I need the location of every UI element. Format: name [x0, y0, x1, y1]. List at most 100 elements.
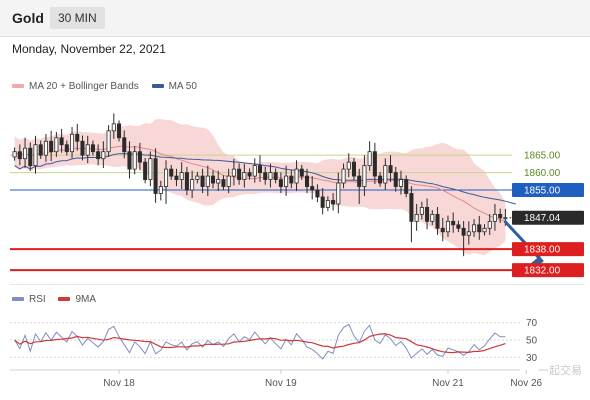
- candle: [59, 128, 64, 153]
- candle-body: [393, 172, 398, 187]
- candle: [492, 203, 497, 231]
- candle: [96, 144, 101, 166]
- candle-body: [210, 175, 216, 184]
- candle: [242, 163, 247, 188]
- candle: [70, 126, 75, 159]
- x-tick-label: Nov 18: [103, 378, 135, 389]
- candle: [268, 163, 273, 188]
- candle-body: [315, 189, 320, 198]
- candle: [498, 208, 503, 224]
- candle-body: [372, 151, 377, 177]
- candle: [472, 219, 477, 237]
- candle-body: [477, 224, 482, 233]
- bollinger-band-area: [14, 119, 506, 256]
- rsi-tick-label: 30: [526, 353, 538, 364]
- level-label: 1865.00: [524, 151, 561, 162]
- candle-body: [85, 144, 90, 156]
- candle-body: [80, 140, 85, 156]
- candle: [80, 135, 85, 161]
- candle: [284, 165, 289, 196]
- candle-body: [231, 168, 236, 177]
- candle-body: [362, 165, 367, 187]
- candle-body: [456, 224, 461, 229]
- candle: [174, 168, 179, 187]
- candle: [414, 203, 419, 231]
- candle: [101, 141, 106, 169]
- candle: [127, 141, 132, 179]
- candle-body: [148, 158, 153, 180]
- level-label: 1860.00: [524, 168, 561, 179]
- candle: [85, 135, 90, 164]
- candle: [54, 132, 59, 157]
- candle: [456, 220, 461, 233]
- candle: [346, 153, 351, 178]
- candle: [169, 164, 174, 180]
- candle: [148, 151, 153, 187]
- candle-body: [122, 137, 127, 153]
- candle-body: [299, 168, 304, 177]
- instrument-title: Gold: [12, 10, 44, 26]
- candle-body: [435, 213, 440, 229]
- candle: [164, 160, 169, 204]
- candle: [372, 142, 377, 185]
- legend-swatch-rsi: [12, 297, 24, 302]
- candle-body: [164, 168, 169, 187]
- candle: [294, 160, 299, 192]
- candle-body: [111, 123, 116, 132]
- candle: [200, 168, 205, 194]
- candle: [404, 175, 409, 198]
- legend-swatch-ma50: [151, 84, 164, 89]
- candle: [461, 220, 466, 257]
- candle: [106, 125, 111, 157]
- x-axis: Nov 18 Nov 19 Nov 21 Nov 26: [10, 369, 543, 389]
- candle: [64, 140, 69, 156]
- candle-body: [357, 175, 362, 187]
- chart-date: Monday, November 22, 2021: [12, 42, 166, 56]
- candle: [75, 123, 80, 151]
- candle-body: [64, 144, 69, 153]
- candle: [289, 170, 294, 189]
- candle: [117, 120, 122, 142]
- legend-label-ma50: MA 50: [168, 81, 197, 92]
- candle: [315, 184, 320, 203]
- rsi-ma-line: [14, 333, 506, 354]
- rsi-line: [14, 323, 506, 360]
- price-legend: MA 20 + Bollinger Bands MA 50: [12, 81, 197, 92]
- candle-body: [492, 213, 497, 222]
- candle: [184, 166, 189, 196]
- candle-body: [284, 175, 289, 187]
- candle: [247, 168, 252, 180]
- candle: [278, 172, 283, 194]
- candle: [320, 188, 325, 215]
- candle-body: [310, 186, 315, 191]
- candle: [23, 137, 28, 169]
- timeframe-badge[interactable]: 30 MIN: [50, 7, 105, 29]
- candle-body: [174, 175, 179, 180]
- candle-body: [17, 151, 22, 160]
- candle-body: [252, 165, 257, 177]
- candle: [210, 170, 216, 189]
- candle-body: [221, 179, 226, 187]
- candle-body: [304, 175, 310, 187]
- candle-body: [49, 140, 54, 153]
- candle-body: [90, 144, 95, 153]
- candle-body: [273, 172, 278, 180]
- candle: [205, 165, 210, 196]
- candle: [357, 168, 362, 204]
- legend-label-bollinger: MA 20 + Bollinger Bands: [29, 81, 139, 92]
- candle: [190, 170, 195, 198]
- candle-body: [331, 200, 336, 205]
- candle: [179, 162, 184, 189]
- candle-body: [440, 227, 445, 233]
- candle: [477, 215, 482, 240]
- candle: [362, 155, 367, 196]
- candle-body: [38, 144, 43, 156]
- candle-body: [425, 207, 430, 222]
- candle-body: [351, 161, 356, 177]
- candle: [325, 196, 330, 212]
- candle: [378, 171, 383, 187]
- candle-body: [430, 213, 435, 222]
- candle-body: [242, 172, 247, 180]
- candle-body: [205, 175, 210, 187]
